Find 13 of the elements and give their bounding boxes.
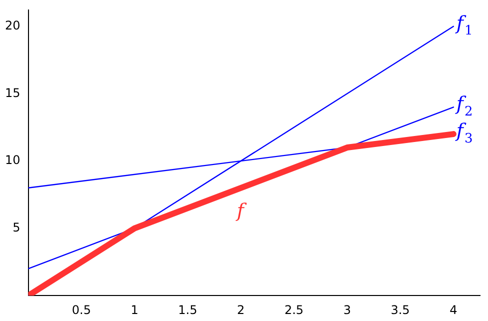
x-tick-label: 3.5 — [390, 302, 410, 317]
series-label: f — [234, 200, 247, 222]
y-tick-label: 5 — [12, 220, 20, 234]
x-tick-label: 0.5 — [72, 302, 91, 317]
x-tick-label: 3 — [343, 302, 351, 317]
x-tick-label: 2 — [237, 302, 245, 317]
x-tick-label: 4 — [450, 302, 458, 317]
y-tick-label: 20 — [4, 18, 20, 32]
x-tick-label: 1.5 — [178, 302, 198, 317]
x-tick-label: 1 — [130, 302, 138, 317]
x-tick-label: 2.5 — [284, 302, 304, 317]
y-tick-label: 10 — [4, 153, 20, 168]
y-tick-label: 15 — [4, 86, 20, 100]
